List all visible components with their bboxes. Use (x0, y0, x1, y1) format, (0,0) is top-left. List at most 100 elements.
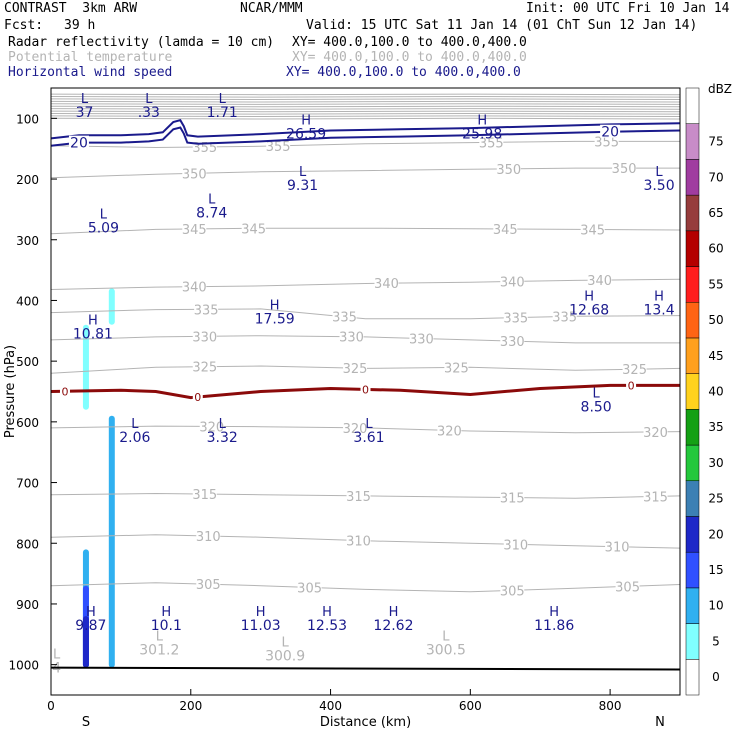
colorbar-top-cap (685, 87, 700, 124)
zero-label-bg (360, 383, 371, 395)
theta-label-bg (266, 138, 291, 152)
theta-label-bg (605, 539, 630, 553)
theta-label-bg (643, 489, 668, 503)
theta-label-bg (374, 276, 399, 290)
extremum-value: 300.9 (265, 648, 305, 664)
theta-label-bg (500, 334, 525, 348)
theta-label: 330 (500, 335, 525, 350)
x-tick-label: 0 (47, 699, 55, 713)
colorbar-title: dBZ (708, 82, 732, 96)
theta-label-bg (479, 135, 504, 149)
zero-label-bg (626, 379, 637, 391)
y-tick-label: 400 (16, 294, 39, 308)
extremum-value: 9.31 (287, 178, 318, 194)
theta-contour-upper (50, 108, 681, 110)
field1-xy: XY= 400.0,100.0 to 400.0,400.0 (292, 35, 527, 50)
model-title: CONTRAST 3km ARW (4, 1, 138, 16)
theta-label-bg (346, 533, 371, 547)
extremum-kind: H (86, 605, 96, 620)
theta-label: 335 (503, 312, 528, 327)
theta-label: 310 (196, 530, 221, 545)
theta-contour-upper (50, 95, 681, 98)
zero-label: 0 (194, 391, 201, 404)
x-tick-label: 400 (319, 699, 342, 713)
theta-label-bg (182, 221, 207, 235)
theta-label-bg (297, 580, 322, 594)
theta-label-bg (199, 419, 224, 433)
y-tick-label: 1000 (8, 659, 39, 673)
colorbar-level: 75 (708, 135, 723, 149)
theta-label-bg (192, 487, 217, 501)
theta-label: 345 (493, 223, 518, 238)
extremum-value: 12.53 (307, 618, 347, 634)
theta-label-bg (196, 528, 221, 542)
extremum-value: 25.98 (462, 126, 502, 142)
field2-xy: XY= 400.0,100.0 to 400.0,400.0 (292, 50, 527, 65)
theta-label: 305 (500, 584, 525, 599)
theta-label: 315 (500, 492, 525, 507)
theta-label: 345 (182, 223, 207, 238)
colorbar-swatch (685, 373, 700, 410)
theta-label-bg (612, 161, 637, 175)
theta-label: 340 (374, 277, 399, 292)
extremum-value: 8.74 (196, 205, 227, 221)
field2-title: Potential temperature (8, 50, 173, 65)
ground-line (50, 666, 681, 671)
theta-label-bg (192, 329, 217, 343)
y-axis-label: Pressure (hPa) (3, 345, 18, 438)
theta-contour-upper (50, 115, 681, 118)
theta-contour-355 (50, 140, 680, 149)
extremum-value: 17.59 (255, 312, 295, 328)
theta-contour-350 (50, 167, 680, 179)
theta-contour-330 (50, 335, 680, 344)
colorbar-swatch (685, 301, 700, 339)
colorbar-swatch (685, 444, 700, 482)
theta-label: 310 (605, 541, 630, 556)
theta-label: 350 (612, 162, 637, 177)
y-tick-label: 600 (16, 416, 39, 430)
y-tick-label: 800 (16, 537, 39, 551)
org-label: NCAR/MMM (240, 1, 303, 16)
extremum-value: 10.1 (151, 618, 182, 634)
reflectivity-column (82, 324, 89, 410)
colorbar-swatch (685, 230, 700, 267)
colorbar-swatch (685, 516, 700, 553)
theta-label-bg (194, 302, 219, 316)
colorbar-level: 50 (708, 313, 723, 327)
theta-label: 340 (587, 274, 612, 289)
theta-label-bg (493, 222, 518, 236)
theta-contour-upper (50, 110, 681, 113)
extremum-value: 3.50 (643, 178, 674, 194)
extremum-kind: H (654, 289, 664, 304)
colorbar-swatch (685, 123, 700, 160)
theta-label-bg (500, 274, 525, 288)
theta-label: 325 (343, 362, 368, 377)
theta-label-bg (500, 583, 525, 597)
theta-label: 305 (615, 580, 640, 595)
theta-label: 315 (346, 490, 371, 505)
theta-label-bg (552, 309, 577, 323)
colorbar-level: 10 (708, 599, 723, 613)
extremum-kind: L (282, 635, 290, 650)
extremum-value: 1.71 (207, 105, 238, 121)
theta-label-bg (444, 360, 469, 374)
theta-contour-305 (50, 582, 681, 593)
theta-label-bg (437, 423, 462, 437)
extremum-kind: L (593, 387, 601, 402)
theta-label: 330 (339, 331, 364, 346)
theta-label-bg (343, 361, 368, 375)
extremum-value: 300.5 (426, 642, 466, 658)
extremum-value: 10.81 (73, 327, 113, 343)
extremum-value: 3.61 (353, 430, 384, 446)
wind-label-bg (600, 124, 621, 138)
extremum-kind: L (365, 417, 373, 432)
extremum-kind: H (270, 299, 280, 314)
colorbar-level: 45 (708, 349, 723, 363)
theta-label-bg (496, 161, 521, 175)
theta-contour-upper (50, 105, 681, 108)
theta-label-bg (339, 329, 364, 343)
colorbar-level: 15 (708, 563, 723, 577)
field1-title: Radar reflectivity (lamda = 10 cm) (8, 35, 275, 50)
y-tick-label: 700 (16, 477, 39, 491)
theta-label: 350 (496, 163, 521, 178)
